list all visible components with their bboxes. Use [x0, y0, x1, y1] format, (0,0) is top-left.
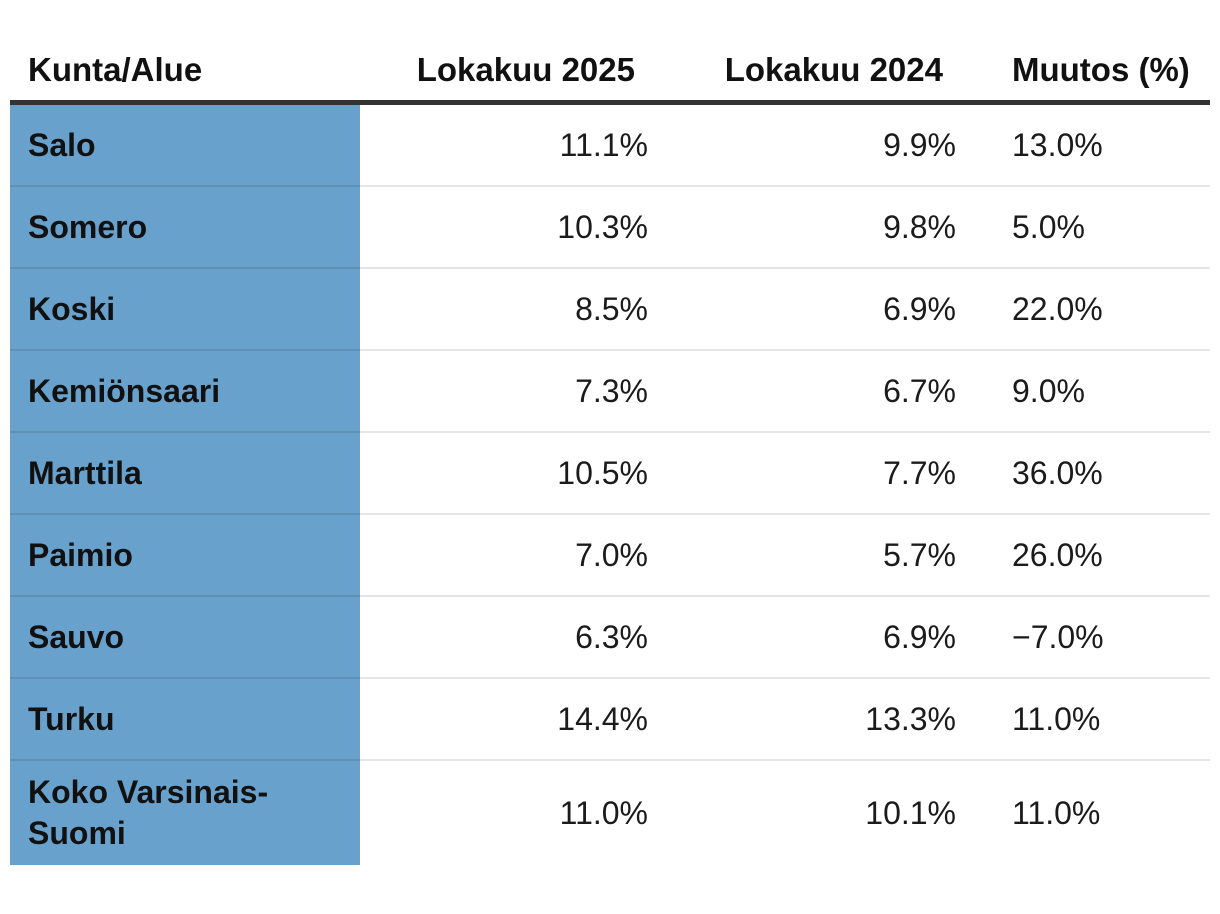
column-header-lokakuu-2025: Lokakuu 2025 [360, 40, 648, 105]
municipality-name-cell: Koko Varsinais-Suomi [10, 759, 360, 865]
value-muutos-cell: 22.0% [956, 267, 1210, 350]
municipality-name-cell: Turku [10, 677, 360, 760]
value-muutos-cell: 36.0% [956, 431, 1210, 514]
value-oct2025-cell: 8.5% [360, 267, 648, 350]
header-row: Kunta/Alue Lokakuu 2025 Lokakuu 2024 Muu… [10, 40, 1210, 105]
value-muutos-cell: 11.0% [956, 759, 1210, 865]
column-header-lokakuu-2024: Lokakuu 2024 [648, 40, 956, 105]
column-header-kunta-alue: Kunta/Alue [10, 40, 360, 105]
value-oct2025-cell: 7.3% [360, 349, 648, 432]
value-oct2024-cell: 7.7% [648, 431, 956, 514]
value-oct2024-cell: 9.8% [648, 185, 956, 268]
table-row: Sauvo 6.3% 6.9% −7.0% [10, 595, 1210, 678]
value-oct2025-cell: 11.0% [360, 759, 648, 865]
municipality-name-cell: Salo [10, 102, 360, 186]
value-muutos-cell: −7.0% [956, 595, 1210, 678]
table-row: Koko Varsinais-Suomi 11.0% 10.1% 11.0% [10, 759, 1210, 865]
table-row: Paimio 7.0% 5.7% 26.0% [10, 513, 1210, 596]
municipality-name-cell: Koski [10, 267, 360, 350]
value-oct2025-cell: 6.3% [360, 595, 648, 678]
value-muutos-cell: 11.0% [956, 677, 1210, 760]
value-oct2024-cell: 6.7% [648, 349, 956, 432]
table-header: Kunta/Alue Lokakuu 2025 Lokakuu 2024 Muu… [10, 40, 1210, 105]
table-row: Kemiönsaari 7.3% 6.7% 9.0% [10, 349, 1210, 432]
table-row: Salo 11.1% 9.9% 13.0% [10, 102, 1210, 186]
value-oct2025-cell: 14.4% [360, 677, 648, 760]
value-muutos-cell: 9.0% [956, 349, 1210, 432]
municipality-name-cell: Marttila [10, 431, 360, 514]
value-oct2025-cell: 10.3% [360, 185, 648, 268]
kunta-alue-statistics-table: Kunta/Alue Lokakuu 2025 Lokakuu 2024 Muu… [10, 40, 1210, 865]
value-muutos-cell: 5.0% [956, 185, 1210, 268]
value-oct2024-cell: 10.1% [648, 759, 956, 865]
value-oct2025-cell: 10.5% [360, 431, 648, 514]
value-oct2025-cell: 11.1% [559, 126, 648, 163]
table-row: Turku 14.4% 13.3% 11.0% [10, 677, 1210, 760]
column-header-muutos: Muutos (%) [956, 40, 1210, 105]
value-oct2025-cell: 7.0% [360, 513, 648, 596]
municipality-name-cell: Kemiönsaari [10, 349, 360, 432]
value-oct2024-cell: 5.7% [648, 513, 956, 596]
table-body: Salo 11.1% 9.9% 13.0% Somero 10.3% 9.8% … [10, 102, 1210, 865]
value-muutos-cell: 13.0% [1012, 126, 1103, 163]
table-row: Koski 8.5% 6.9% 22.0% [10, 267, 1210, 350]
value-oct2024-cell: 6.9% [648, 595, 956, 678]
value-muutos-cell: 26.0% [956, 513, 1210, 596]
value-oct2024-cell: 6.9% [648, 267, 956, 350]
value-oct2024-cell: 13.3% [648, 677, 956, 760]
table-row: Marttila 10.5% 7.7% 36.0% [10, 431, 1210, 514]
municipality-name-cell: Sauvo [10, 595, 360, 678]
table-row: Somero 10.3% 9.8% 5.0% [10, 185, 1210, 268]
municipality-name-cell: Paimio [10, 513, 360, 596]
value-oct2024-cell: 9.9% [883, 126, 956, 163]
municipality-name-cell: Somero [10, 185, 360, 268]
